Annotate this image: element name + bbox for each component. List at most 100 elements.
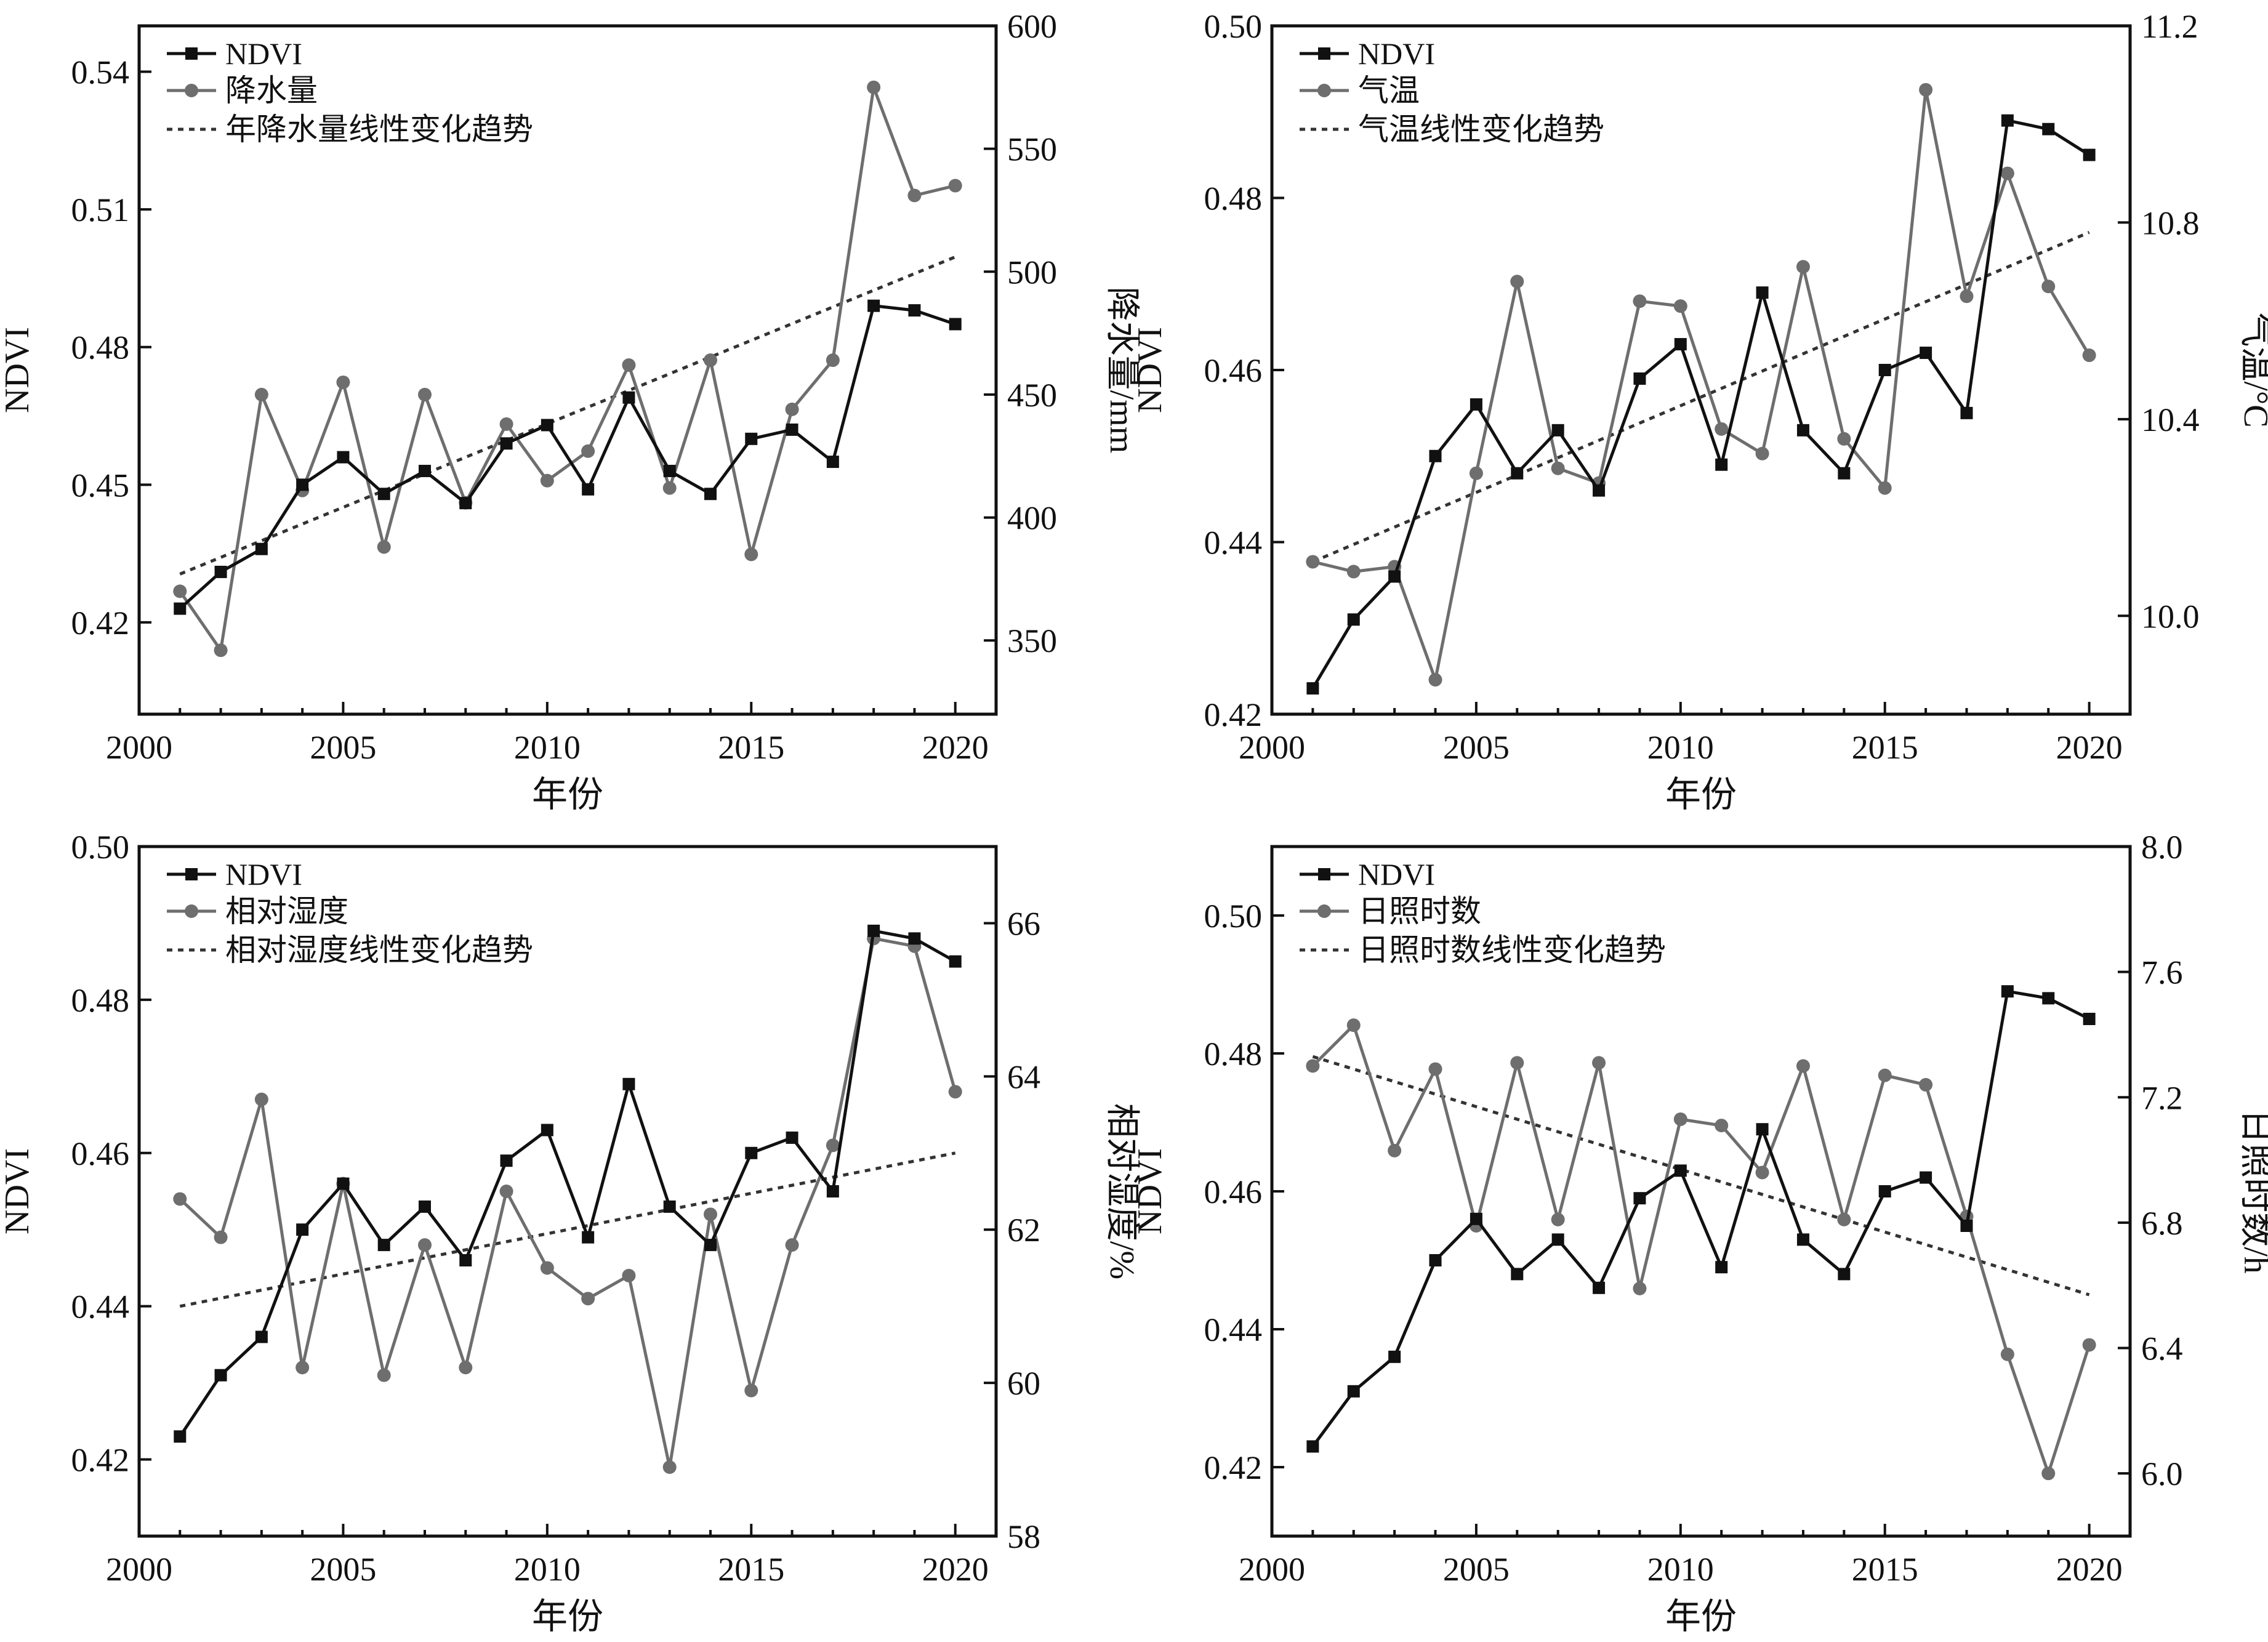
ndvi-point bbox=[419, 464, 431, 477]
factor-point bbox=[540, 1261, 554, 1275]
x-tick-label: 2005 bbox=[310, 729, 376, 766]
ndvi-point bbox=[786, 1131, 798, 1144]
factor-point bbox=[1306, 555, 1320, 569]
y-left-tick-label: 0.46 bbox=[1204, 1173, 1263, 1210]
legend-factor-label: 日照时数 bbox=[1358, 894, 1481, 928]
factor-point bbox=[948, 1085, 962, 1099]
factor-point bbox=[499, 1185, 513, 1198]
ndvi-point bbox=[500, 1154, 513, 1167]
ndvi-point bbox=[1593, 1281, 1606, 1294]
x-axis: 2000 2005 2010 2015 2020 bbox=[106, 702, 989, 766]
factor-point bbox=[622, 1268, 636, 1282]
factor-point bbox=[2041, 1467, 2056, 1481]
factor-point bbox=[459, 1361, 473, 1375]
ndvi-point bbox=[1920, 347, 1932, 360]
factor-point bbox=[1715, 1119, 1729, 1133]
y-right-tick-label: 62 bbox=[1007, 1212, 1040, 1249]
factor-point bbox=[1919, 83, 1933, 97]
ndvi-point bbox=[1960, 1220, 1973, 1232]
legend-ndvi-swatch-marker bbox=[1318, 47, 1330, 60]
factor-point bbox=[744, 1383, 758, 1398]
y-right-tick-label: 10.4 bbox=[2141, 401, 2200, 438]
x-tick-label: 2020 bbox=[922, 729, 989, 766]
factor-point bbox=[1633, 294, 1647, 308]
factor-line bbox=[1311, 1022, 2091, 1479]
ndvi-point bbox=[826, 456, 839, 469]
ndvi-point bbox=[337, 451, 350, 464]
y-axis-right: 58 60 62 64 66 bbox=[984, 905, 1040, 1555]
y-left-tick-label: 0.42 bbox=[1204, 1449, 1263, 1486]
ndvi-point bbox=[1511, 1268, 1524, 1281]
ndvi-point bbox=[582, 483, 595, 496]
y-axis-right: 10.0 10.4 10.8 11.2 bbox=[2118, 8, 2200, 635]
ndvi-point bbox=[541, 1124, 553, 1137]
ndvi-line bbox=[179, 928, 956, 1438]
y-left-tick-label: 0.46 bbox=[1204, 352, 1263, 389]
factor-point bbox=[662, 481, 677, 495]
y-right-tick-label: 10.8 bbox=[2141, 204, 2200, 241]
factor-point bbox=[540, 473, 554, 488]
ndvi-point bbox=[500, 437, 513, 450]
ndvi-point bbox=[908, 932, 921, 945]
factor-point bbox=[377, 1368, 391, 1382]
y-left-tick-label: 0.50 bbox=[71, 829, 130, 866]
ndvi-point bbox=[174, 1430, 187, 1443]
x-axis-title: 年份 bbox=[532, 1596, 603, 1636]
ndvi-line bbox=[1311, 989, 2090, 1447]
y-right-tick-label: 10.0 bbox=[2141, 598, 2200, 635]
y-right-axis-title: 相对湿度/% bbox=[1103, 1103, 1141, 1279]
factor-point bbox=[173, 584, 187, 598]
ndvi-point bbox=[1511, 467, 1524, 480]
y-left-tick-label: 0.42 bbox=[1204, 696, 1263, 733]
x-tick-label: 2000 bbox=[106, 729, 172, 766]
factor-point bbox=[1388, 1143, 1402, 1157]
trend-series bbox=[179, 1151, 956, 1308]
x-tick-label: 2000 bbox=[1239, 1551, 1305, 1588]
legend-ndvi-swatch-marker bbox=[1318, 868, 1330, 880]
factor-point bbox=[418, 1238, 432, 1252]
x-axis-title: 年份 bbox=[1665, 775, 1737, 815]
ndvi-point bbox=[1715, 1261, 1728, 1274]
factor-point bbox=[1715, 422, 1729, 436]
ndvi-point bbox=[867, 299, 880, 312]
factor-point bbox=[1837, 1212, 1851, 1226]
y-right-tick-label: 64 bbox=[1007, 1058, 1040, 1095]
ndvi-point bbox=[1715, 458, 1728, 471]
y-right-tick-label: 6.0 bbox=[2141, 1455, 2183, 1492]
factor-point bbox=[1428, 673, 1442, 687]
y-left-axis-title: NDVI bbox=[1131, 327, 1169, 413]
ndvi-point bbox=[949, 955, 962, 968]
ndvi-point bbox=[908, 304, 921, 317]
factor-point bbox=[744, 547, 758, 561]
chart-panel-temperature: 2000 2005 2010 2015 2020 0.42 0.44 0.46 0.48 0.50… bbox=[1131, 8, 2268, 815]
ndvi-point bbox=[296, 1223, 309, 1236]
y-axis-left: 0.42 0.44 0.46 0.48 0.50 bbox=[1204, 8, 1284, 733]
x-axis: 2000 2005 2010 2015 2020 bbox=[1239, 702, 2123, 766]
factor-point bbox=[785, 1238, 799, 1252]
factor-point bbox=[214, 1230, 228, 1244]
x-tick-label: 2015 bbox=[718, 729, 784, 766]
factor-point bbox=[2000, 166, 2014, 180]
ndvi-series bbox=[174, 924, 962, 1443]
factor-point bbox=[1837, 432, 1851, 446]
legend-factor-label: 相对湿度 bbox=[225, 894, 348, 928]
ndvi-point bbox=[1674, 338, 1687, 351]
ndvi-point bbox=[1960, 406, 1973, 419]
factor-point bbox=[499, 417, 513, 431]
chart-panel-sunshine: 2000 2005 2010 2015 2020 0.42 0.44 0.46 0.48 0.50… bbox=[1131, 829, 2268, 1636]
x-tick-label: 2020 bbox=[2056, 1551, 2123, 1588]
ndvi-point bbox=[1551, 1233, 1564, 1246]
y-right-axis-title: 气温/°C bbox=[2237, 312, 2268, 427]
y-right-tick-label: 7.6 bbox=[2141, 954, 2183, 991]
plot-frame bbox=[137, 24, 998, 716]
factor-point bbox=[907, 188, 922, 203]
legend-ndvi-label: NDVI bbox=[1358, 857, 1435, 891]
factor-point bbox=[704, 1207, 717, 1221]
plot-frame bbox=[137, 845, 998, 1538]
chart-panel-humidity: 2000 2005 2010 2015 2020 0.42 0.44 0.46 0.48 0.50… bbox=[0, 829, 1141, 1636]
factor-point bbox=[1755, 446, 1769, 461]
ndvi-series bbox=[1306, 114, 2096, 695]
legend-trend-label: 年降水量线性变化趋势 bbox=[225, 112, 533, 147]
